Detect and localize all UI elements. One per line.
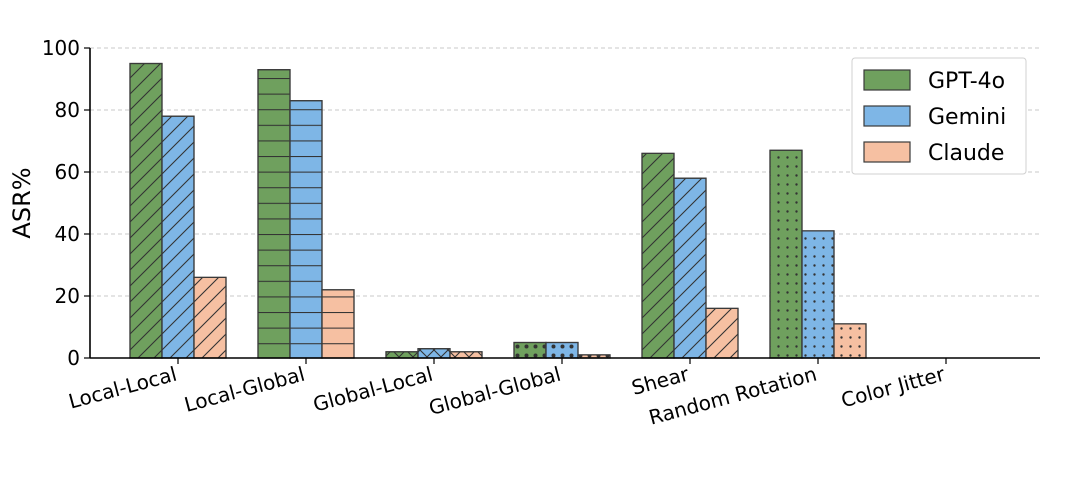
y-tick-label: 40 <box>55 222 80 246</box>
x-tick-label: Shear <box>629 361 692 399</box>
y-tick-label: 100 <box>42 36 80 60</box>
bar-hatch <box>673 177 707 359</box>
bar-hatch <box>417 348 451 359</box>
y-axis-title: ASR% <box>8 167 36 238</box>
bars <box>129 62 867 359</box>
bar-hatch <box>801 230 835 359</box>
bar-hatch <box>129 62 163 359</box>
bar-hatch <box>833 323 867 359</box>
bar-hatch <box>289 100 323 359</box>
x-tick-label: Local-Local <box>66 362 179 414</box>
axes <box>84 47 1040 364</box>
y-tick-label: 0 <box>67 346 80 370</box>
legend-swatch <box>863 69 911 91</box>
legend-swatch <box>863 141 911 163</box>
y-tick-label: 20 <box>55 284 80 308</box>
legend-label: GPT-4o <box>928 69 1005 94</box>
bar-hatch <box>161 115 195 359</box>
bar-hatch <box>769 149 803 359</box>
bar-hatch <box>641 152 675 359</box>
bar-hatch <box>385 351 419 359</box>
bar-hatch <box>545 341 579 359</box>
x-tick-label: Local-Global <box>182 362 308 417</box>
bar-hatch <box>705 307 739 359</box>
x-tick-label: Color Jitter <box>838 361 948 412</box>
y-tick-label: 80 <box>55 98 80 122</box>
legend-label: Claude <box>928 141 1004 166</box>
legend: GPT-4o Gemini Claude <box>851 57 1027 175</box>
bar-hatch <box>193 276 227 359</box>
bar-hatch <box>321 289 355 359</box>
x-tick-label: Global-Global <box>426 362 563 420</box>
bar-hatch <box>257 69 291 359</box>
bar-hatch <box>449 351 483 359</box>
bar-hatch <box>513 341 547 359</box>
y-tick-label: 60 <box>55 160 80 184</box>
legend-swatch <box>863 105 911 127</box>
legend-label: Gemini <box>928 105 1006 130</box>
x-tick-label: Global-Local <box>310 362 435 417</box>
